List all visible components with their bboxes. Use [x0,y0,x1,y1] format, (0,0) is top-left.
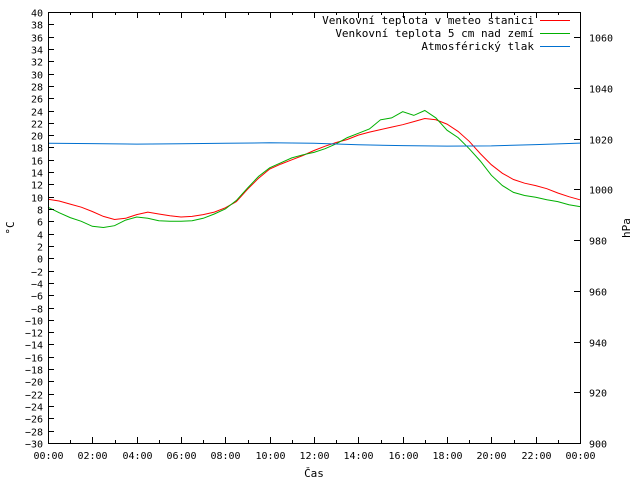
y-left-tick-label: −18 [25,366,43,377]
legend-label-1: Venkovní teplota v meteo stanici [322,14,534,27]
y-left-tick-label: −26 [25,415,43,426]
y-left-tick-label: 22 [31,120,43,131]
y-left-tick-label: −4 [31,280,43,291]
legend-label-3: Atmosférický tlak [421,40,534,53]
x-tick-label: 12:00 [299,451,329,462]
y-left-tick-label: −22 [25,391,43,402]
y-left-tick-label: −14 [25,341,43,352]
x-tick-label: 04:00 [122,451,152,462]
y-left-tick-label: 30 [31,71,43,82]
legend: Venkovní teplota v meteo staniciVenkovní… [322,14,570,53]
x-tick-label: 14:00 [343,451,373,462]
y-left-tick-label: −8 [31,305,43,316]
y-left-tick-label: 8 [37,206,43,217]
x-tick-label: 00:00 [565,451,595,462]
y-left-tick-label: −20 [25,378,43,389]
y-left-tick-label: 6 [37,218,43,229]
y-right-tick-label: 1000 [589,186,613,197]
x-axis-label: Čas [304,467,324,480]
y-left-tick-label: 26 [31,95,43,106]
right-axis-label: hPa [620,218,633,238]
series-line-2 [47,109,581,229]
y-left-tick-label: −28 [25,428,43,439]
x-tick-label: 20:00 [476,451,506,462]
y-left-tick-label: 28 [31,83,43,94]
x-tick-label: 16:00 [388,451,418,462]
y-left-tick-label: −24 [25,403,43,414]
y-left-tick-label: 2 [37,243,43,254]
x-tick-label: 00:00 [33,451,63,462]
y-left-tick-label: −6 [31,292,43,303]
x-tick-label: 22:00 [521,451,551,462]
left-axis-label: °C [4,221,17,234]
y-left-tick-label: 36 [31,34,43,45]
x-tick-label: 08:00 [210,451,240,462]
y-right-tick-label: 940 [589,339,607,350]
y-left-tick-label: 40 [31,9,43,20]
y-right-tick-label: 1040 [589,85,613,96]
y-left-tick-label: 10 [31,194,43,205]
x-tick-label: 06:00 [166,451,196,462]
y-right-tick-label: 920 [589,389,607,400]
y-left-tick-label: −30 [25,440,43,451]
y-left-tick-label: 18 [31,144,43,155]
y-left-tick-label: −16 [25,354,43,365]
y-left-tick-label: 12 [31,181,43,192]
y-left-tick-label: −2 [31,268,43,279]
x-tick-label: 10:00 [255,451,285,462]
y-left-tick-label: 24 [31,108,43,119]
series-layer [47,109,581,229]
y-right-tick-label: 960 [589,288,607,299]
y-left-tick-label: 0 [37,255,43,266]
y-right-tick-label: 1020 [589,136,613,147]
series-line-3 [47,142,581,147]
y-left-tick-label: 20 [31,132,43,143]
y-right-tick-label: 980 [589,237,607,248]
y-left-tick-label: 14 [31,169,43,180]
y-left-tick-label: 34 [31,46,43,57]
y-right-tick-label: 1060 [589,34,613,45]
y-left-tick-label: 32 [31,58,43,69]
y-left-tick-label: 16 [31,157,43,168]
y-left-tick-label: 4 [37,231,43,242]
y-left-tick-label: −12 [25,329,43,340]
x-tick-label: 02:00 [77,451,107,462]
ticks-layer: 00:00 02:00 04:00 06:00 08:00 10:00 12:00 14:00… [25,9,613,463]
y-left-tick-label: 38 [31,21,43,32]
x-tick-label: 18:00 [432,451,462,462]
y-left-tick-label: −10 [25,317,43,328]
series-line-1 [47,117,581,221]
y-right-tick-label: 900 [589,440,607,451]
legend-label-2: Venkovní teplota 5 cm nad zemí [335,27,534,40]
